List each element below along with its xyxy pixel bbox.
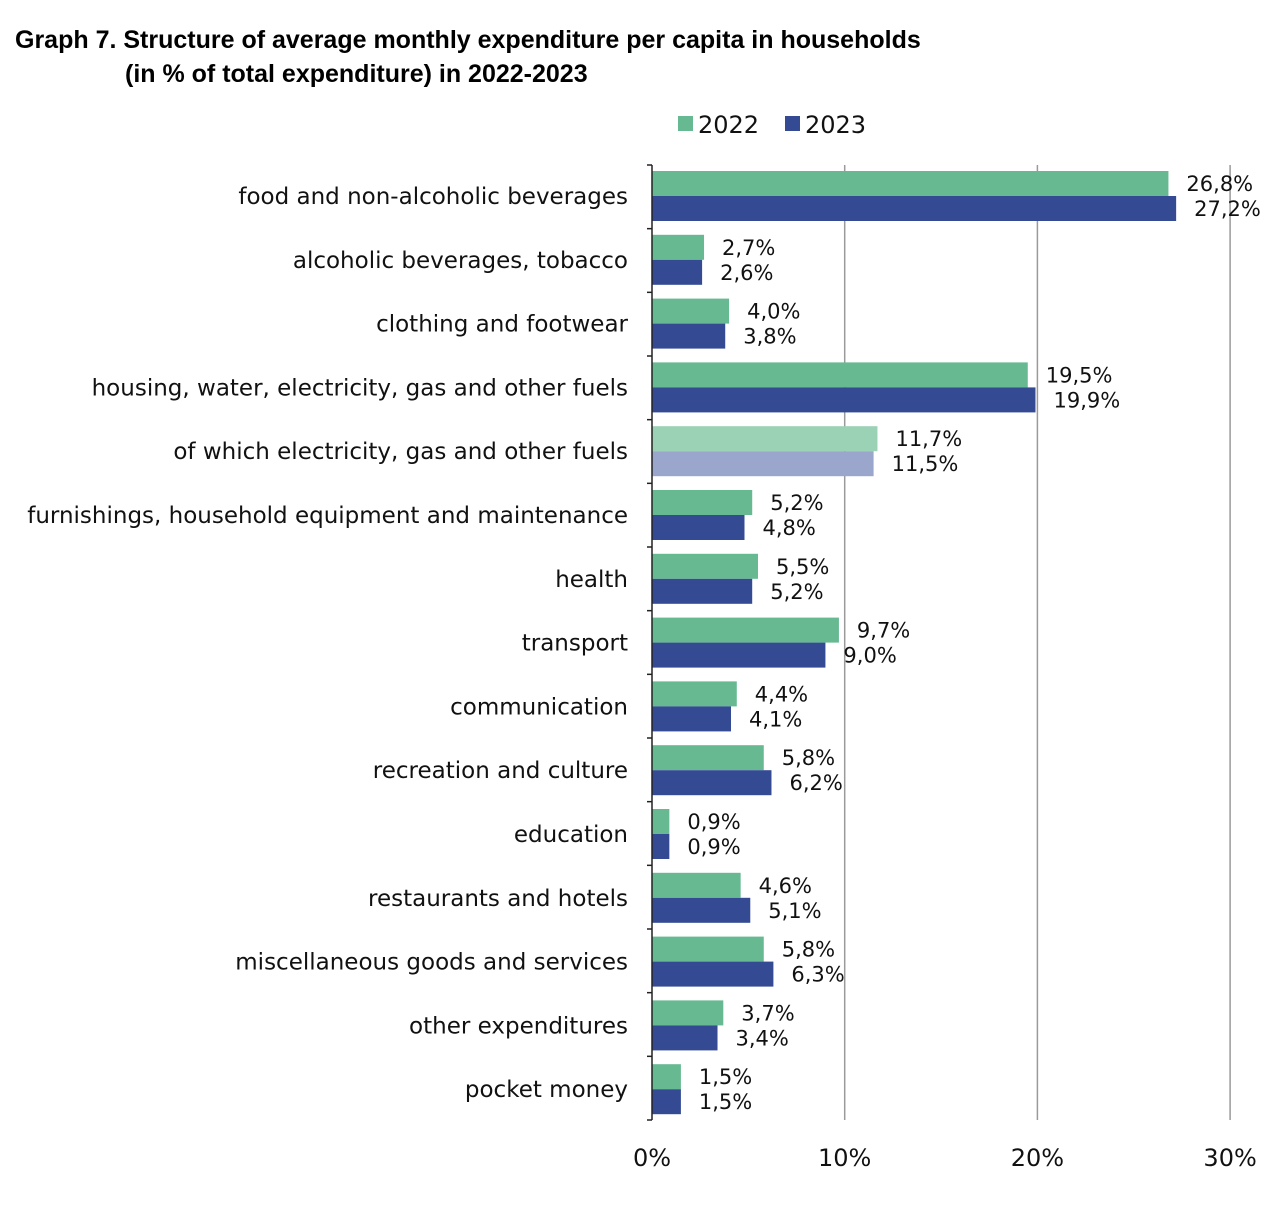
bar-2023 <box>652 515 745 540</box>
bar-2023 <box>652 323 726 349</box>
value-label-2023: 5,2% <box>770 580 823 604</box>
category-label: pocket money <box>465 1077 628 1103</box>
category-label: restaurants and hotels <box>368 886 628 912</box>
value-label-2022: 9,7% <box>857 619 910 643</box>
x-tick-label: 20% <box>1011 1144 1064 1172</box>
category-label: housing, water, electricity, gas and oth… <box>92 375 628 401</box>
value-label-2023: 27,2% <box>1194 197 1261 221</box>
bar-2023 <box>652 259 703 285</box>
value-label-2022: 3,7% <box>741 1001 794 1025</box>
value-label-2023: 2,6% <box>720 261 773 285</box>
category-label: alcoholic beverages, tobacco <box>293 248 628 274</box>
labels: 0% 10% 20% 30% food and non-alcoholic bevera… <box>27 172 1261 1172</box>
category-label: of which electricity, gas and other fuel… <box>173 439 628 465</box>
x-tick-label: 0% <box>633 1144 671 1172</box>
bar-2022 <box>652 745 764 771</box>
bar-2023 <box>652 1089 681 1115</box>
value-label-2023: 5,1% <box>768 899 821 923</box>
value-label-2023: 4,8% <box>762 516 815 540</box>
value-label-2022: 11,7% <box>895 427 962 451</box>
category-label: education <box>514 822 628 848</box>
value-label-2023: 0,9% <box>687 835 740 859</box>
bar-2023 <box>652 196 1177 221</box>
bar-2023 <box>652 578 753 604</box>
value-label-2022: 5,2% <box>770 491 823 515</box>
bar-2022 <box>652 936 764 962</box>
x-tick-label: 10% <box>818 1144 871 1172</box>
category-label: recreation and culture <box>373 758 628 784</box>
value-label-2022: 0,9% <box>687 810 740 834</box>
bar-2022 <box>652 362 1028 388</box>
value-label-2023: 11,5% <box>892 452 959 476</box>
value-label-2022: 4,0% <box>747 300 800 324</box>
value-label-2022: 4,4% <box>755 682 808 706</box>
bar-2023 <box>652 897 751 923</box>
bar-2022 <box>652 553 758 579</box>
chart-title-line2: (in % of total expenditure) in 2022-2023 <box>125 60 588 88</box>
y-axis <box>647 164 653 1121</box>
bar-2022 <box>652 1000 724 1026</box>
value-label-2022: 19,5% <box>1046 363 1113 387</box>
category-label: communication <box>450 694 628 720</box>
bar-2023 <box>652 642 826 668</box>
value-label-2023: 9,0% <box>843 644 896 668</box>
bar-2022 <box>652 1064 681 1090</box>
bar-2022 <box>652 617 839 643</box>
bar-2022 <box>652 171 1169 196</box>
value-label-2023: 6,2% <box>789 771 842 795</box>
category-label: health <box>555 567 628 593</box>
category-label: furnishings, household equipment and mai… <box>27 503 628 529</box>
bar-2023 <box>652 770 772 796</box>
bars <box>652 171 1177 1115</box>
legend-label-2022: 2022 <box>698 111 759 139</box>
value-label-2022: 1,5% <box>699 1065 752 1089</box>
bar-2022 <box>652 298 730 324</box>
value-label-2023: 3,4% <box>736 1026 789 1050</box>
category-label: transport <box>522 631 628 657</box>
bar-2023 <box>652 1025 718 1051</box>
value-label-2022: 26,8% <box>1186 172 1253 196</box>
category-label: food and non-alcoholic beverages <box>238 184 628 210</box>
category-label: miscellaneous goods and services <box>235 950 628 976</box>
bar-2022 <box>652 872 741 898</box>
value-label-2022: 4,6% <box>759 874 812 898</box>
bar-2022 <box>652 681 737 707</box>
legend-label-2023: 2023 <box>805 111 866 139</box>
x-tick-label: 30% <box>1203 1144 1256 1172</box>
bar-2022 <box>652 426 878 452</box>
value-label-2023: 4,1% <box>749 707 802 731</box>
bar-2023 <box>652 706 732 732</box>
bar-2022 <box>652 809 670 834</box>
bar-2023 <box>652 387 1036 413</box>
bar-2023 <box>652 961 774 987</box>
bar-2023 <box>652 834 670 859</box>
value-label-2023: 1,5% <box>699 1090 752 1114</box>
value-label-2023: 6,3% <box>791 963 844 987</box>
gridlines <box>843 165 1231 1120</box>
category-label: clothing and footwear <box>376 312 628 338</box>
value-label-2023: 3,8% <box>743 325 796 349</box>
bar-2023 <box>652 451 874 477</box>
value-label-2022: 5,8% <box>782 746 835 770</box>
chart-title-line1: Graph 7. Structure of average monthly ex… <box>15 26 921 54</box>
value-label-2023: 19,9% <box>1053 388 1120 412</box>
value-label-2022: 2,7% <box>722 236 775 260</box>
value-label-2022: 5,5% <box>776 555 829 579</box>
category-label: other expenditures <box>409 1013 628 1039</box>
bar-2022 <box>652 234 705 260</box>
bar-2022 <box>652 490 753 515</box>
legend: 2022 2023 <box>678 111 866 139</box>
legend-swatch-2023 <box>785 116 800 131</box>
legend-swatch-2022 <box>678 116 693 131</box>
value-label-2022: 5,8% <box>782 938 835 962</box>
